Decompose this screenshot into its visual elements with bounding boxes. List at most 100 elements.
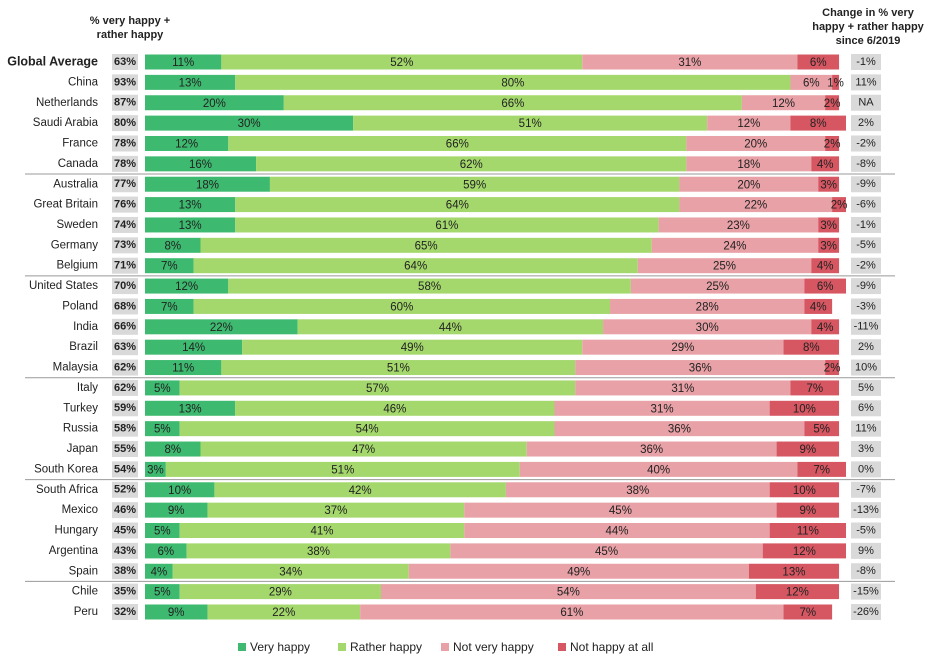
bar-segment bbox=[818, 237, 840, 253]
change-label: 11% bbox=[855, 423, 876, 435]
value-label: 51% bbox=[331, 464, 354, 476]
bar-segment bbox=[221, 360, 576, 376]
bar-segment bbox=[172, 563, 409, 579]
bar-segment bbox=[228, 278, 631, 294]
bar-segment bbox=[145, 380, 180, 396]
bar-segment bbox=[776, 441, 840, 457]
bar-segment bbox=[832, 197, 846, 213]
total-box bbox=[112, 583, 138, 600]
bar-segment bbox=[179, 584, 381, 600]
legend-label: Not happy at all bbox=[570, 640, 653, 654]
total-box bbox=[112, 216, 138, 233]
value-label: 10% bbox=[793, 485, 816, 497]
total-label: 77% bbox=[114, 178, 136, 190]
total-label: 62% bbox=[114, 382, 136, 394]
value-label: 4% bbox=[817, 159, 834, 171]
bar-segment bbox=[353, 115, 708, 131]
total-label: 78% bbox=[114, 137, 136, 149]
value-label: 30% bbox=[238, 118, 261, 130]
bar-segment bbox=[679, 176, 819, 192]
change-label: -6% bbox=[856, 198, 876, 210]
bar-segment bbox=[360, 604, 784, 620]
value-label: 31% bbox=[651, 403, 674, 415]
legend-swatch bbox=[558, 643, 566, 651]
bar-segment bbox=[179, 523, 465, 539]
category-label: Global Average bbox=[7, 54, 98, 68]
total-box bbox=[112, 257, 138, 274]
total-label: 59% bbox=[114, 402, 136, 414]
total-label: 93% bbox=[114, 76, 136, 88]
change-box bbox=[851, 257, 881, 274]
value-label: 6% bbox=[810, 57, 827, 69]
total-label: 63% bbox=[114, 56, 136, 68]
bar-segment bbox=[145, 421, 180, 437]
bar-segment bbox=[811, 258, 840, 274]
value-label: 6% bbox=[803, 77, 820, 89]
total-label: 54% bbox=[114, 463, 136, 475]
change-box bbox=[851, 94, 881, 111]
value-label: 24% bbox=[723, 240, 746, 252]
value-label: 18% bbox=[196, 179, 219, 191]
category-label: Poland bbox=[62, 300, 98, 312]
bar-segment bbox=[748, 563, 840, 579]
value-label: 66% bbox=[446, 139, 469, 151]
bar-segment bbox=[145, 197, 236, 213]
value-label: 20% bbox=[737, 179, 760, 191]
change-box bbox=[851, 502, 881, 519]
value-label: 31% bbox=[678, 57, 701, 69]
totals-header: % very happy + rather happy bbox=[89, 15, 171, 41]
change-box bbox=[851, 176, 881, 193]
bar-segment bbox=[707, 115, 791, 131]
value-label: 64% bbox=[446, 200, 469, 212]
value-label: 51% bbox=[519, 118, 542, 130]
bar-segment bbox=[145, 237, 201, 253]
change-box bbox=[851, 298, 881, 315]
value-label: 6% bbox=[158, 546, 175, 558]
total-box bbox=[112, 603, 138, 620]
bar-segment bbox=[408, 563, 749, 579]
bar-segment bbox=[193, 258, 638, 274]
total-label: 46% bbox=[114, 504, 136, 516]
change-box bbox=[851, 441, 881, 458]
total-label: 73% bbox=[114, 239, 136, 251]
bar-segment bbox=[145, 339, 243, 355]
value-label: 9% bbox=[800, 444, 817, 456]
change-box bbox=[851, 278, 881, 295]
bar-segment bbox=[783, 604, 833, 620]
value-label: 3% bbox=[820, 179, 837, 191]
bar-segment bbox=[790, 380, 840, 396]
value-label: 9% bbox=[168, 505, 185, 517]
value-label: 8% bbox=[810, 118, 827, 130]
total-label: 78% bbox=[114, 158, 136, 170]
bar-segment bbox=[741, 95, 826, 111]
value-label: 13% bbox=[179, 220, 202, 232]
value-label: 44% bbox=[439, 322, 462, 334]
bar-segment bbox=[769, 523, 846, 539]
value-label: 8% bbox=[803, 342, 820, 354]
total-label: 80% bbox=[114, 117, 136, 129]
bar-segment bbox=[193, 298, 611, 314]
value-label: 9% bbox=[168, 607, 185, 619]
value-label: 62% bbox=[460, 159, 483, 171]
total-box bbox=[112, 278, 138, 295]
total-label: 76% bbox=[114, 198, 136, 210]
bar-segment bbox=[630, 278, 805, 294]
value-label: 60% bbox=[390, 301, 413, 313]
bar-segment bbox=[776, 502, 840, 518]
bar-segment bbox=[762, 543, 846, 559]
bar-segment bbox=[207, 604, 361, 620]
value-label: 11% bbox=[172, 363, 194, 375]
value-label: 36% bbox=[640, 444, 663, 456]
value-label: 8% bbox=[164, 240, 181, 252]
bar-segment bbox=[145, 95, 284, 111]
category-label: Russia bbox=[63, 423, 99, 435]
value-label: 80% bbox=[501, 77, 524, 89]
value-label: 36% bbox=[689, 363, 712, 375]
value-label: 22% bbox=[210, 322, 233, 334]
bar-segment bbox=[145, 461, 166, 477]
bar-segment bbox=[145, 298, 194, 314]
total-box bbox=[112, 94, 138, 111]
category-label: Great Britain bbox=[33, 199, 98, 211]
total-label: 35% bbox=[114, 586, 136, 598]
category-label: Spain bbox=[69, 565, 98, 577]
